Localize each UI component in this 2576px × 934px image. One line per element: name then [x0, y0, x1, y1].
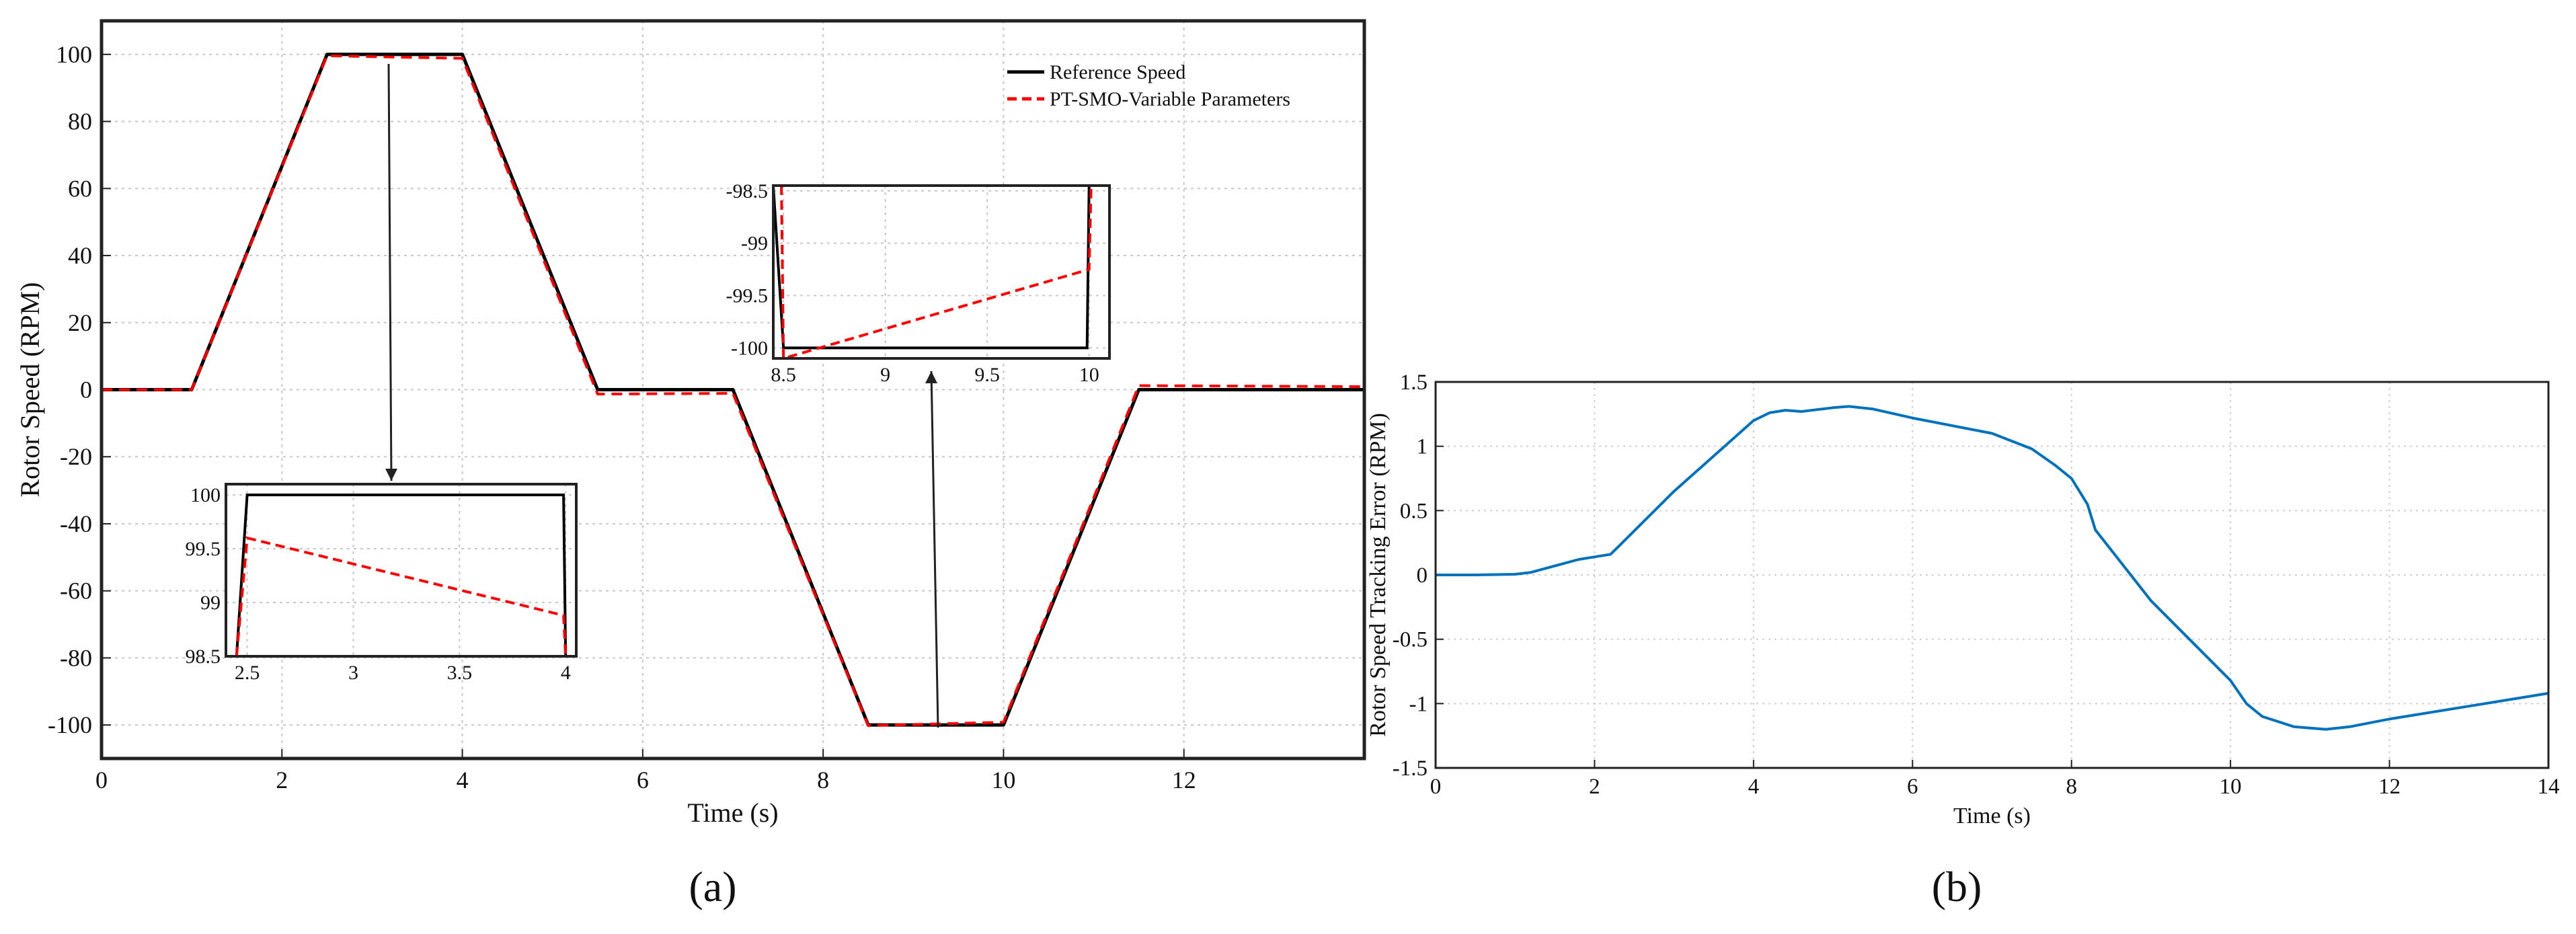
inset-x-tick-label: 2.5 [235, 662, 260, 684]
inset-y-tick-label: -98.5 [726, 180, 769, 202]
y-tick-label: 0.5 [1400, 499, 1428, 523]
inset-x-tick-label: 9 [880, 364, 890, 386]
y-tick-label: 80 [68, 108, 92, 135]
series-tracking-error [1436, 405, 2549, 731]
y-tick-label: 0 [1417, 563, 1428, 588]
inset-y-tick-label: 100 [190, 484, 221, 506]
inset-frame [772, 184, 1111, 360]
y-tick-label: 0 [80, 377, 92, 403]
y-tick-label: 40 [68, 242, 92, 269]
y-tick-label: -1.5 [1393, 756, 1428, 781]
inset-area [226, 484, 576, 656]
inset-x-tick-label: 3 [348, 662, 358, 684]
y-tick-label: -40 [60, 510, 92, 537]
chart-b: 0 2 4 6 8 10 12 14 -1.5 -1 -0.5 0 0.5 1 1.5 Time (s) Rot… [1366, 371, 2560, 828]
inset-x-tick-label: 4 [561, 662, 571, 684]
inset-frame [225, 483, 578, 658]
panel-label-b: (b) [1932, 863, 1982, 910]
y-axis-title: Rotor Speed Tracking Error (RPM) [1366, 413, 1391, 737]
chart-a-inset-lower: 8.5 9 9.5 10 -100 -99.5 -99 -98.5 [726, 180, 1111, 728]
y-tick-label: 100 [56, 41, 92, 68]
inset-series-reference [773, 186, 1099, 350]
panel-labels: (a) (b) [689, 863, 1982, 910]
x-tick-label: 10 [2220, 775, 2242, 799]
inset-y-tick-label: 99 [200, 592, 221, 614]
chart-a-inset-upper: 2.5 3 3.5 4 98.5 99 99.5 100 [186, 63, 578, 684]
plot-frame [1434, 381, 2550, 769]
inset-series-pt-smo [235, 536, 568, 656]
legend-label: PT-SMO-Variable Parameters [1050, 88, 1290, 110]
y-tick-label: -60 [60, 578, 92, 605]
inset-y-tick-label: -99 [741, 233, 768, 255]
x-tick-label: 12 [1172, 767, 1196, 793]
x-tick-label: 4 [457, 767, 469, 793]
inset-area [773, 186, 1109, 358]
y-tick-label: -0.5 [1393, 628, 1428, 652]
inset-x-tick-label: 3.5 [447, 662, 473, 684]
inset-series-pt-smo [780, 186, 1093, 358]
zoom-arrow-head [925, 371, 937, 383]
y-tick-label: -1 [1409, 692, 1428, 716]
inset-x-tick-label: 8.5 [771, 364, 796, 386]
y-tick-label: -100 [48, 711, 92, 738]
inset-y-tick-label: 99.5 [186, 538, 221, 560]
inset-y-tick-label: 98.5 [186, 646, 221, 668]
inset-x-tick-label: 10 [1079, 364, 1099, 386]
inset-series-reference [226, 494, 576, 656]
panel-label-a: (a) [689, 863, 736, 910]
y-tick-label: -20 [60, 443, 92, 470]
y-tick-label: 1 [1417, 435, 1428, 459]
x-tick-label: 0 [95, 767, 108, 793]
y-axis-title: Rotor Speed (RPM) [15, 282, 45, 498]
y-tick-label: 60 [68, 175, 92, 202]
inset-y-tick-label: -100 [731, 337, 768, 359]
x-tick-label: 8 [2066, 775, 2077, 799]
x-tick-label: 2 [1589, 775, 1600, 799]
y-tick-label: 20 [68, 309, 92, 336]
x-tick-label: 4 [1748, 775, 1760, 799]
x-tick-label: 6 [637, 767, 649, 793]
legend-label: Reference Speed [1050, 61, 1185, 83]
x-tick-label: 6 [1907, 775, 1918, 799]
x-axis-title: Time (s) [1953, 804, 2031, 828]
x-tick-label: 12 [2378, 775, 2401, 799]
inset-y-tick-label: -99.5 [726, 285, 769, 307]
zoom-arrow-line [387, 63, 393, 481]
inset-x-tick-label: 9.5 [974, 364, 1000, 386]
zoom-arrow-head [385, 469, 397, 481]
x-tick-label: 8 [817, 767, 829, 793]
x-tick-label: 0 [1430, 775, 1442, 799]
y-tick-label: -80 [60, 644, 92, 671]
x-tick-label: 2 [276, 767, 288, 793]
plot-frame [100, 19, 1366, 761]
chart-a: 0 2 4 6 8 10 12 -100 -80 -60 -40 -20 0 20 40 60 80 100 Ref… [15, 19, 1366, 828]
series-pt-smo [102, 54, 1365, 728]
x-tick-label: 10 [991, 767, 1015, 793]
x-tick-label: 14 [2538, 775, 2560, 799]
zoom-arrow-line [930, 371, 939, 728]
x-axis-title: Time (s) [687, 797, 778, 828]
y-tick-label: 1.5 [1400, 371, 1428, 395]
